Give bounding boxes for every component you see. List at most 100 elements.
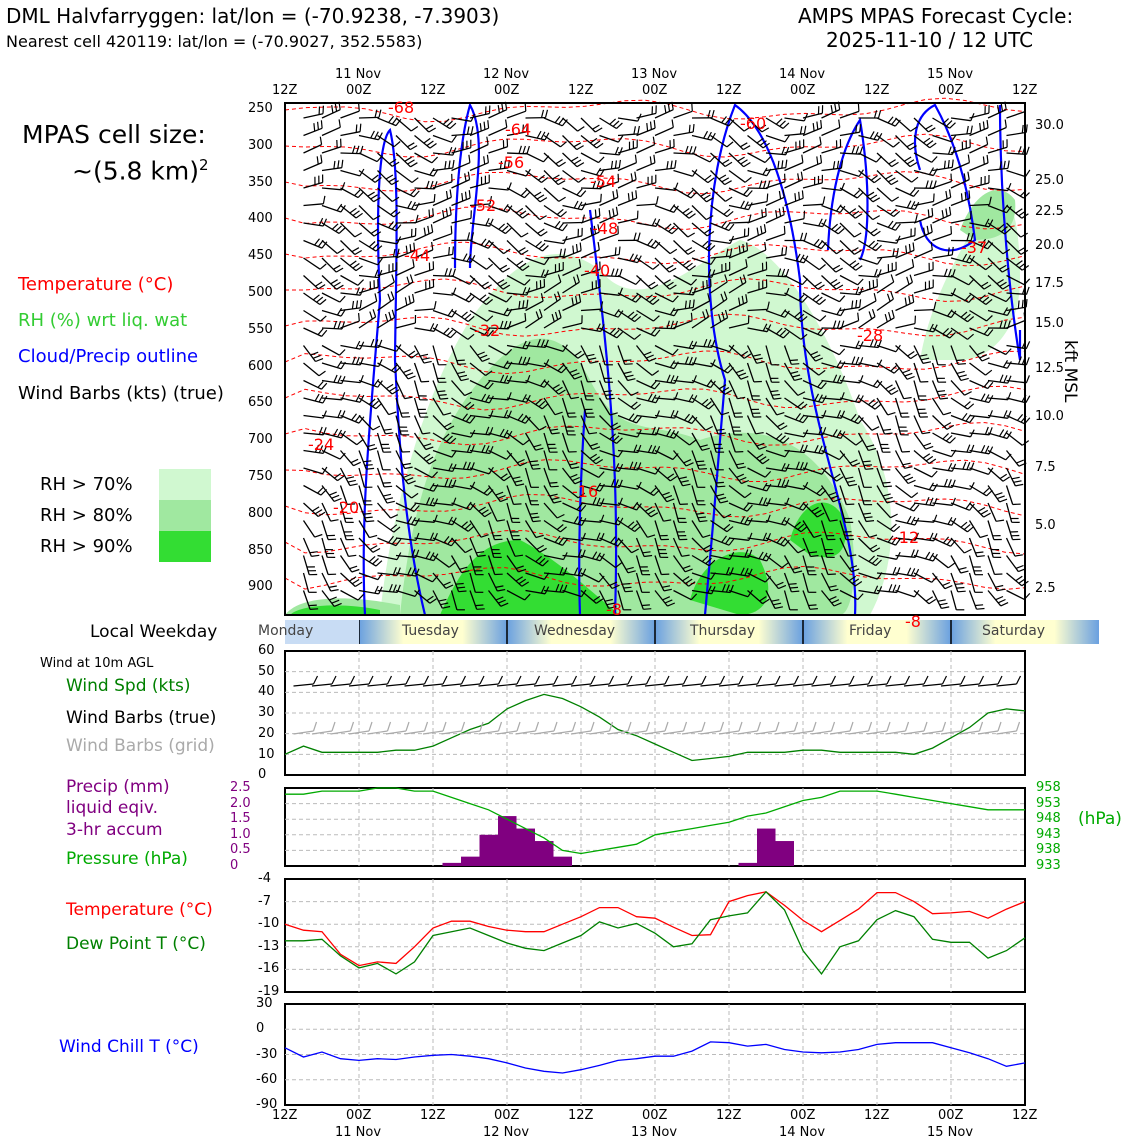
wind-barb-flag <box>903 396 912 400</box>
wind-barb-flag <box>505 227 512 235</box>
wind-barb-flag <box>737 156 745 162</box>
wind-barb <box>969 275 985 290</box>
wind-barb <box>969 414 990 419</box>
wind-barb-flag <box>892 566 897 575</box>
wind-barb <box>654 362 675 370</box>
wind-barb-flag <box>446 435 453 442</box>
wind-barb <box>506 555 519 573</box>
wind-barb <box>487 590 502 607</box>
wind-barb <box>562 484 579 499</box>
wind-barb <box>414 231 433 242</box>
wind-barb-flag <box>347 479 356 483</box>
wind-barb-flag <box>383 493 392 497</box>
bottom-hour-tick: 00Z <box>346 1108 372 1123</box>
wind-barb-flag <box>618 268 623 277</box>
wind-barb <box>691 485 699 505</box>
wind-barb <box>765 214 785 224</box>
grid-wind-barb-flag <box>590 721 595 732</box>
wind-barb-flag <box>367 444 376 448</box>
nearest-cell-subtitle: Nearest cell 420119: lat/lon = (-70.9027… <box>6 32 423 51</box>
wind-barb <box>987 187 1008 192</box>
wind-barb <box>358 485 366 505</box>
wind-barb-flag <box>309 551 318 554</box>
wind-barb-flag <box>794 570 803 574</box>
wind-barb-flag <box>373 231 382 237</box>
wind-barb <box>395 572 416 577</box>
wind-barb-flag <box>410 503 417 511</box>
wind-barb <box>765 309 786 318</box>
wind-barb-flag <box>540 585 546 594</box>
wind-barb <box>858 379 878 389</box>
wind-barb-flag <box>810 555 819 558</box>
wind-barb <box>654 572 665 592</box>
wind-barb-flag <box>553 500 562 504</box>
wind-barb-flag <box>359 145 364 154</box>
wind-barb <box>636 449 657 455</box>
wind-barb-flag <box>803 232 808 241</box>
wind-barb-flag <box>590 360 599 364</box>
wind-barb <box>710 152 726 167</box>
wind-barb-flag <box>930 224 933 233</box>
wind-barb-flag <box>664 599 673 604</box>
wind-barb <box>784 292 803 303</box>
wind-barb <box>377 239 398 245</box>
wind-barb <box>358 274 379 279</box>
grid-wind-barb <box>681 730 703 735</box>
legend-wind: Wind Barbs (kts) (true) <box>18 383 224 404</box>
pressure-tick: 300 <box>248 137 273 153</box>
wind-barb-flag <box>740 567 745 576</box>
wind-barb-flag <box>451 310 457 318</box>
wind-barb-flag <box>429 532 435 541</box>
wind-barb <box>432 253 453 259</box>
wind-barb-flag <box>1007 160 1010 169</box>
windchill-y-tick: -90 <box>256 1097 278 1113</box>
wind-barb <box>303 222 324 227</box>
bottom-hour-tick: 12Z <box>272 1108 298 1123</box>
wind-barb-flag <box>781 516 786 525</box>
wind-barb-flag <box>556 208 564 215</box>
wind-barb-flag <box>413 242 416 251</box>
wind-barb <box>673 187 692 199</box>
wind-barb-flag <box>431 156 439 164</box>
wind-barb-flag <box>873 177 882 184</box>
wind-barb <box>969 143 988 154</box>
wind-barb-flag <box>784 310 790 318</box>
wind-barb-flag <box>443 536 450 544</box>
wind-barb <box>543 170 559 186</box>
wind-barb-flag <box>855 124 858 133</box>
wind-barb-flag <box>551 432 560 435</box>
wind-barb-flag <box>705 401 712 408</box>
wind-barb-flag <box>766 193 769 202</box>
wind-barb-flag <box>904 297 907 306</box>
sfc-wind-barb <box>293 683 314 687</box>
sfc-wind-barb-flag <box>830 675 837 685</box>
wind-barb-flag <box>480 534 489 538</box>
wind-barb-flag <box>914 517 920 526</box>
wind-barb <box>765 449 786 458</box>
pressure-tick: 350 <box>248 174 273 190</box>
wind-barb-flag <box>507 375 513 384</box>
grid-wind-barb-flag <box>886 721 891 732</box>
wind-barb <box>543 222 563 232</box>
temperature-contour <box>284 385 1026 411</box>
wind-barb <box>432 292 453 296</box>
wind-barb-flag <box>816 487 823 495</box>
wind-barb <box>321 502 332 522</box>
wind-barb-flag <box>314 238 320 246</box>
wind-barb-flag <box>364 464 373 466</box>
sfc-wind-barb-flag <box>479 675 485 685</box>
wind-barb-flag <box>1000 103 1004 112</box>
wind-barb <box>506 520 514 540</box>
wind-barb-flag <box>782 331 790 339</box>
wind-barb-flag <box>333 497 342 502</box>
wind-barb-flag <box>813 534 822 538</box>
wind-barb <box>654 109 674 119</box>
wind-barb <box>931 345 939 365</box>
wind-barb <box>432 327 451 339</box>
wind-barb <box>710 269 730 277</box>
wind-barb-flag <box>967 154 970 163</box>
wind-barb-flag <box>500 602 509 607</box>
wind-barb-flag <box>997 105 1000 114</box>
wind-barb-flag <box>330 519 339 522</box>
kft-tick: 22.5 <box>1035 204 1064 219</box>
